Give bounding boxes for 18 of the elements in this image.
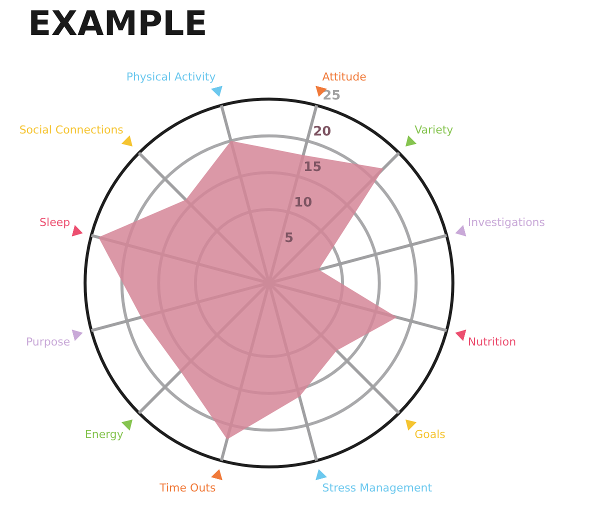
spoke-label: Goals bbox=[414, 428, 446, 442]
spoke-label: Variety bbox=[414, 124, 454, 137]
spoke-label: Nutrition bbox=[468, 336, 516, 349]
y-tick-label: 10 bbox=[294, 195, 312, 210]
spoke-label: Attitude bbox=[322, 70, 367, 84]
spoke-label: Physical Activity bbox=[126, 70, 216, 84]
y-tick-label: 25 bbox=[322, 88, 341, 104]
y-tick-label: 5 bbox=[284, 230, 294, 246]
spoke-label: Investigations bbox=[468, 216, 546, 229]
spoke-label: Purpose bbox=[26, 336, 70, 349]
y-tick-label: 15 bbox=[304, 160, 322, 175]
spoke-label: Time Outs bbox=[158, 481, 216, 494]
chart-title: EXAMPLE bbox=[28, 4, 208, 44]
spoke-label: Social Connections bbox=[19, 124, 124, 137]
y-tick-label: 20 bbox=[313, 124, 332, 140]
spoke-label: Stress Management bbox=[322, 481, 433, 494]
spoke-label: Energy bbox=[84, 428, 124, 442]
spoke-label: Sleep bbox=[40, 216, 70, 229]
